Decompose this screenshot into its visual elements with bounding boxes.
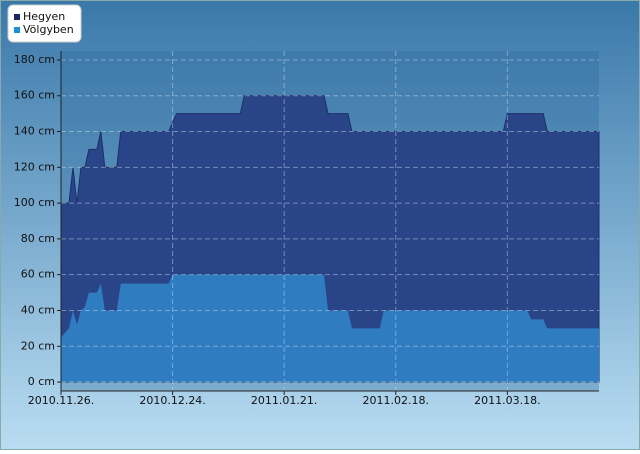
legend-box <box>7 4 82 43</box>
x-tick-label: 2011.03.18. <box>474 394 540 407</box>
x-tick-label: 2011.02.18. <box>363 394 429 407</box>
legend-swatch <box>14 14 20 20</box>
x-tick-label: 2010.11.26. <box>28 394 94 407</box>
y-tick-label: 180 cm <box>14 53 55 66</box>
x-tick-label: 2010.12.24. <box>139 394 205 407</box>
y-tick-label: 60 cm <box>21 268 55 281</box>
area <box>61 274 599 383</box>
legend-swatch <box>14 27 20 33</box>
y-tick-label: 0 cm <box>28 375 55 388</box>
y-tick-label: 40 cm <box>21 303 55 316</box>
x-tick-label: 2011.01.21. <box>251 394 317 407</box>
legend-label: Hegyen <box>23 10 65 23</box>
y-tick-label: 160 cm <box>14 89 55 102</box>
legend-label: Völgyben <box>23 23 74 36</box>
y-tick-label: 120 cm <box>14 160 55 173</box>
y-tick-label: 20 cm <box>21 339 55 352</box>
y-tick-label: 140 cm <box>14 125 55 138</box>
y-tick-label: 80 cm <box>21 232 55 245</box>
y-tick-label: 100 cm <box>14 196 55 209</box>
